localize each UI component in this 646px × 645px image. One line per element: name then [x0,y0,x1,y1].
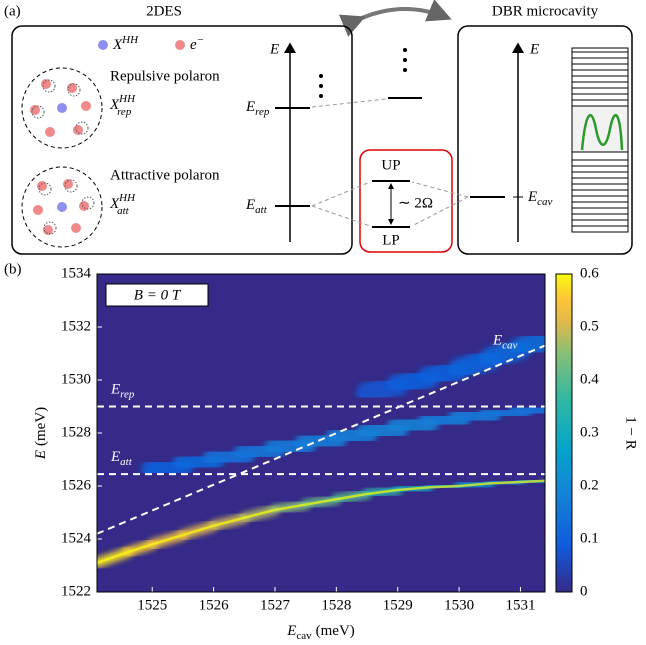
level-label: Ecav [527,189,553,207]
y-tick-label: 1528 [61,424,91,440]
label-main: E [110,450,120,466]
box-polariton [359,149,453,253]
box-cavity [457,25,633,255]
x-tick-label: 1529 [383,597,413,613]
level-label: Eatt [245,197,268,215]
y-tick-label: 1526 [61,477,92,493]
box-title: DBR microcavity [492,3,599,19]
x-tick-label: 1525 [137,597,167,613]
colorbar-tick-label: 0.4 [580,371,599,387]
colorbar-tick-label: 0.5 [580,318,599,334]
box-title: 2DES [146,3,182,19]
ridge-line [97,479,545,565]
colorbar-tick-label: 0.2 [580,477,599,493]
reference-line [97,344,545,535]
polaron-cloud [21,166,103,248]
colorbar-tick-label: 0.6 [580,265,599,281]
box-2des [11,25,353,255]
x-axis-label: Ecav (meV) [286,623,355,641]
legend-text: e− [190,34,204,54]
field-label: B = 0 T [134,287,182,303]
ellipsis [319,48,407,98]
cavity-mode [580,114,624,151]
x-tick-label: 1530 [444,597,474,613]
x-tick-label: 1531 [505,597,535,613]
polaron-cloud [21,67,103,149]
line-label: Eatt [110,450,133,468]
axes: 1525 1526 1527 1528 1529 1530 1531 1522 1524 1526… [61,265,599,613]
panel-label: (a) [4,3,21,19]
panel-label: (b) [4,261,22,277]
y-tick-label: 1522 [61,583,91,599]
axis-label: E [529,41,539,57]
y-tick-label: 1534 [61,265,92,281]
axis-label: E [269,41,279,57]
plot-frame [96,273,546,593]
panel-a: (a) 2DES DBR microcavity XHH e− Repulsiv… [4,0,633,255]
x-tick-label: 1528 [321,597,351,613]
polaron-symbol: XHH rep [109,93,136,118]
exciton-dot [98,40,108,50]
field-box [105,283,209,307]
label-sub: cav [502,339,517,351]
level-label: Erep [245,99,270,117]
level-label: LP [382,232,400,248]
level-label: UP [381,157,400,173]
electron-dot [175,40,185,50]
colorbar-tick-label: 0 [580,583,588,599]
polaron-name: Repulsive polaron [110,68,220,84]
label-sub: rep [120,388,135,400]
polaron-symbol: XHH att [109,192,136,217]
label-sub: att [120,456,133,468]
intensity-band [509,398,545,423]
label-main: E [492,333,502,349]
x-tick-label: 1526 [199,597,230,613]
colorbar-label: 1 − R [623,416,639,449]
x-tick-label: 1527 [260,597,291,613]
y-axis-label: E(meV) [33,407,49,460]
colorbar-tick-label: 0.1 [580,530,599,546]
connector [311,98,387,108]
dbr-mirror [571,47,629,233]
splitting-label: ∼ 2Ω [398,195,433,211]
y-tick-label: 1524 [61,530,92,546]
connector [311,181,469,227]
line-label: Erep [110,382,135,400]
colorbar [555,273,573,593]
intensity-band [509,329,545,360]
line-label: Ecav [492,333,518,351]
colorbar-tick-label: 0.3 [580,424,599,440]
polaron-name: Attractive polaron [110,167,220,183]
y-tick-label: 1532 [61,318,91,334]
coupling-arrow [338,0,452,37]
label-main: E [110,382,120,398]
legend-text: XHH [112,34,139,54]
y-tick-label: 1530 [61,371,91,387]
heatmap [97,329,545,568]
